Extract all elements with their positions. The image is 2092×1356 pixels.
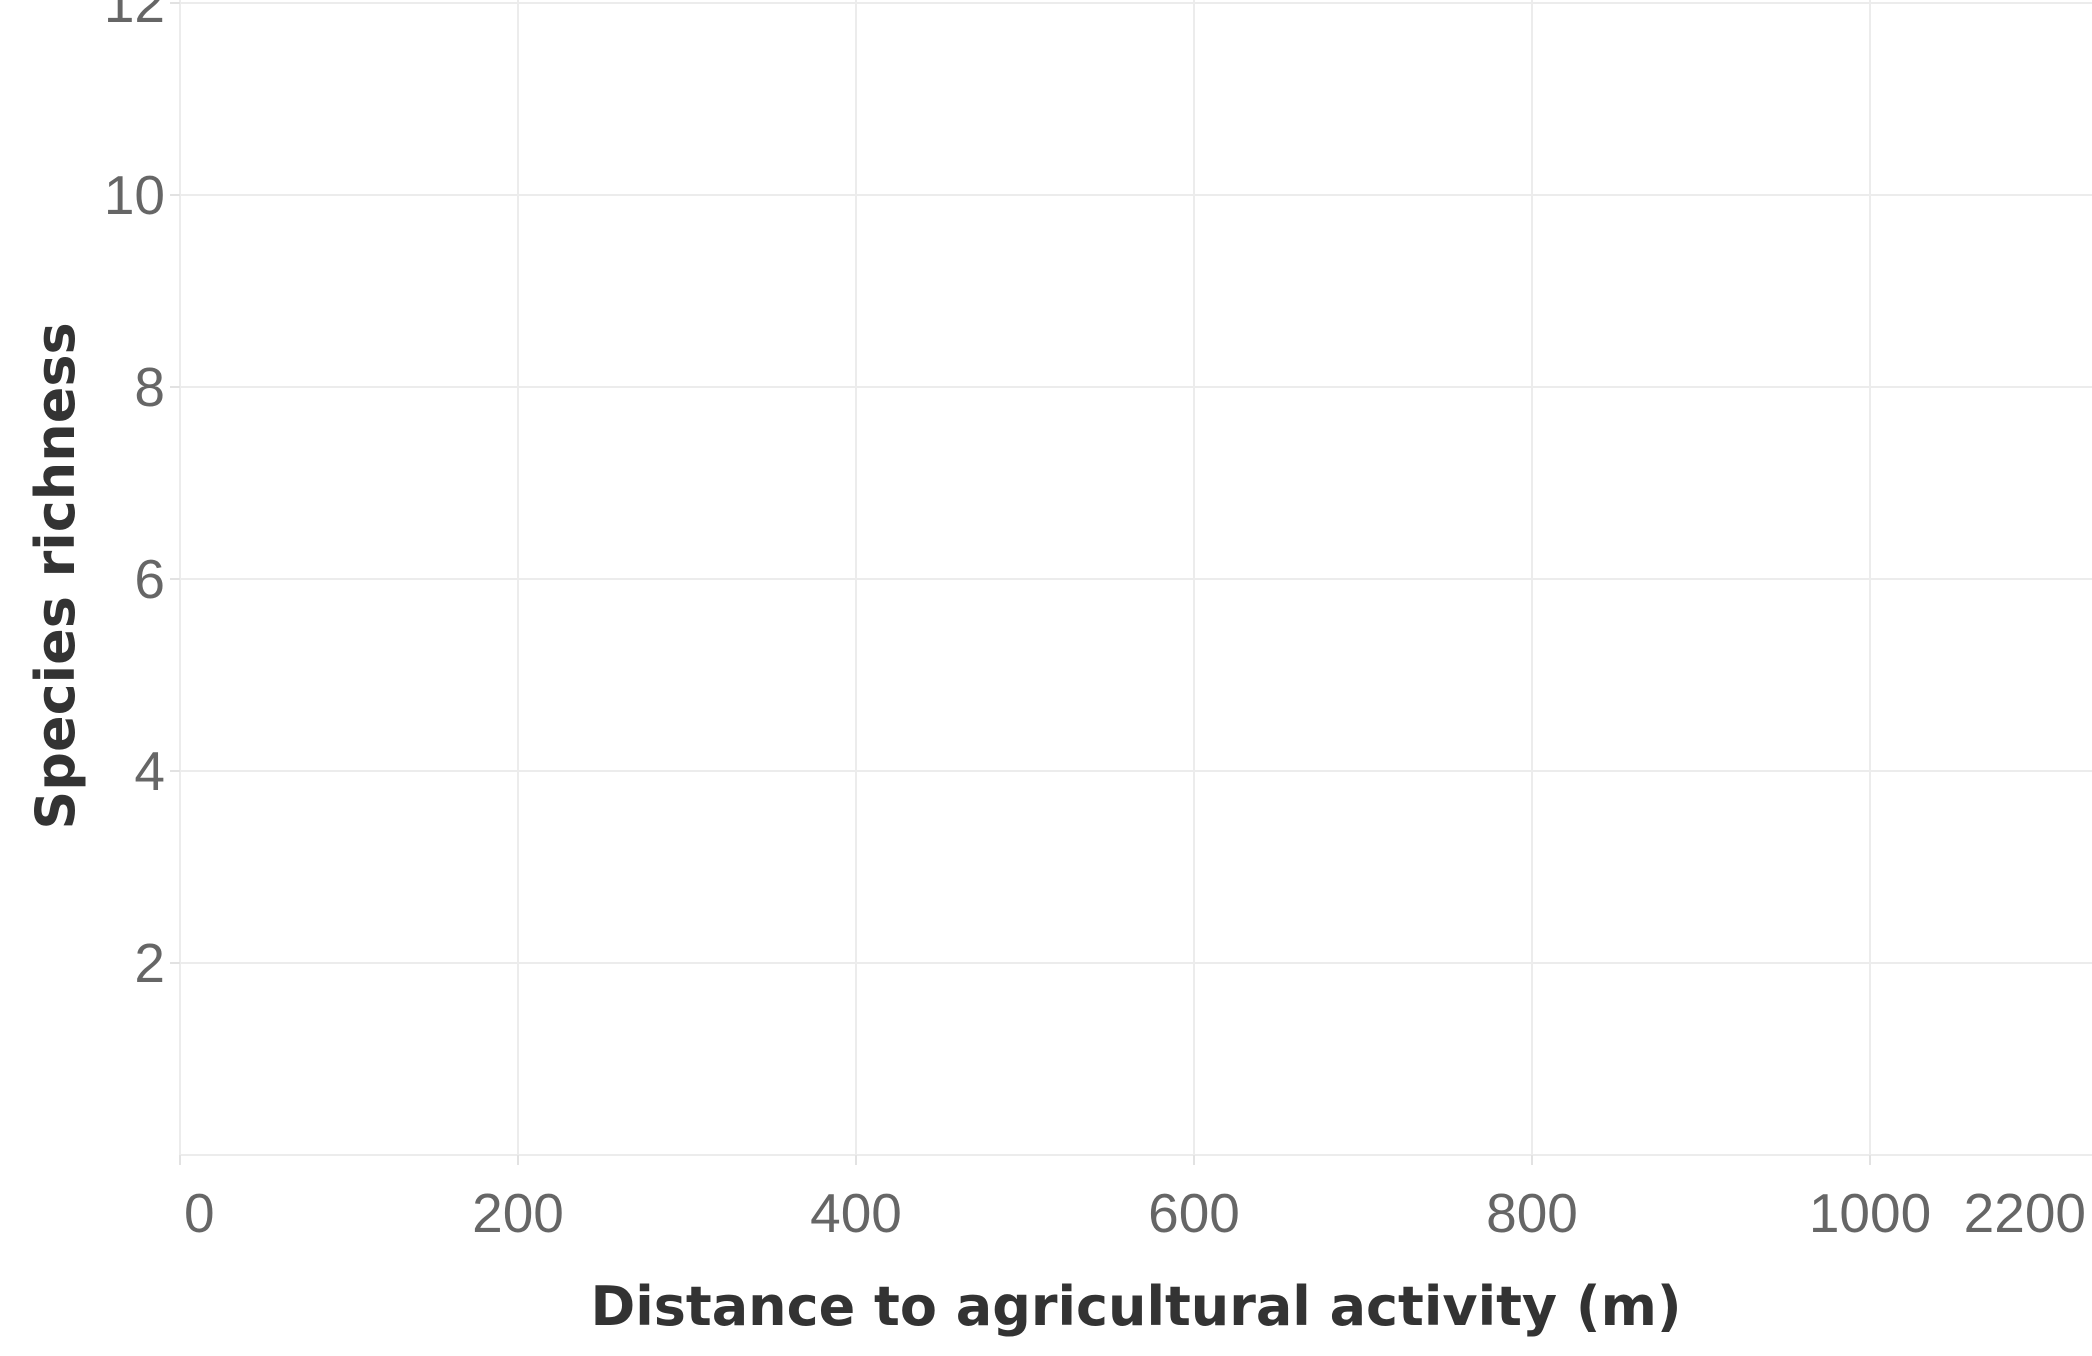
x-axis-tick-labels: 0200400600800100012001400160018002000220… (184, 1182, 2086, 1244)
x-axis-title: Distance to agricultural activity (m) (590, 1275, 1681, 1338)
x-tick-label: 1000 (1809, 1182, 1931, 1244)
y-tick-label: 8 (134, 356, 165, 418)
y-tick-label: 6 (134, 548, 165, 610)
y-axis-tick-labels: 246810121416182022 (104, 0, 165, 994)
y-tick-label: 12 (104, 0, 165, 34)
x-tick-label: 400 (810, 1182, 902, 1244)
y-gridlines (180, 2, 2092, 1156)
x-tick-label: 2200 (1964, 1182, 2086, 1244)
y-tick-label: 10 (104, 164, 165, 226)
x-tick-label: 200 (472, 1182, 564, 1244)
y-tick-label: 2 (134, 932, 165, 994)
x-gridlines (179, 0, 1871, 1155)
axis-stubs (170, 2, 1871, 1165)
x-tick-label: 600 (1148, 1182, 1240, 1244)
y-tick-label: 4 (134, 740, 165, 802)
x-tick-label: 800 (1486, 1182, 1578, 1244)
x-tick-label: 0 (184, 1182, 215, 1244)
y-axis-title: Species richness (24, 322, 87, 829)
